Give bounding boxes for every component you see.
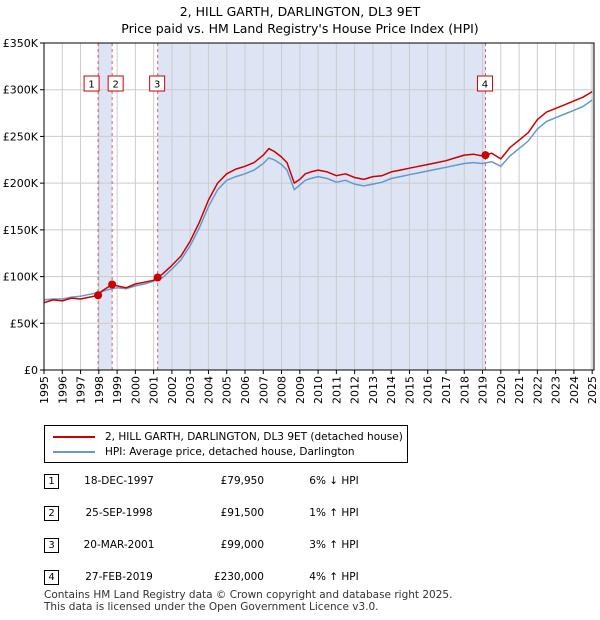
marker-label-1: 1 [88, 80, 94, 91]
y-tick-label: £350K [3, 37, 39, 50]
x-tick-label: 2012 [349, 376, 362, 404]
legend: 2, HILL GARTH, DARLINGTON, DL3 9ET (deta… [44, 425, 408, 463]
x-tick-label: 2019 [477, 376, 490, 404]
shaded-ownership-period [157, 43, 486, 370]
transaction-price: £91,500 [220, 507, 264, 519]
series-hpi-line [43, 99, 593, 301]
y-tick-label: £300K [3, 84, 39, 97]
price-chart: 1 2 3 4 £0 £50K £100K £150K £200K £250K £300K £350K… [3, 37, 599, 404]
marker-box-2 [107, 75, 124, 92]
sale-point-1 [94, 291, 103, 300]
x-tick-label: 2008 [276, 376, 289, 404]
transaction-number: 3 [44, 538, 59, 553]
x-tick-label: 2009 [294, 376, 307, 404]
x-tick-label: 2020 [495, 376, 508, 404]
table-row: 2 25-SEP-1998 £91,500 1% ↑ HPI [44, 506, 444, 522]
transaction-price: £99,000 [220, 539, 264, 551]
x-tick-label: 2000 [129, 376, 142, 404]
transaction-price: £230,000 [213, 571, 264, 583]
transaction-number: 4 [44, 570, 59, 585]
marker-label-4: 4 [482, 80, 488, 91]
sale-point-2 [108, 280, 117, 289]
x-tick-label: 2021 [513, 376, 526, 404]
transaction-hpi-diff: 3% ↑ HPI [309, 539, 359, 551]
y-tick-label: £50K [10, 317, 39, 330]
legend-label-hpi: HPI: Average price, detached house, Darl… [105, 446, 355, 458]
transaction-number: 1 [44, 474, 59, 489]
transaction-hpi-diff: 4% ↑ HPI [309, 571, 359, 583]
table-row: 3 20-MAR-2001 £99,000 3% ↑ HPI [44, 538, 444, 554]
transaction-date: 27-FEB-2019 [85, 571, 153, 583]
x-tick-label: 2024 [568, 376, 581, 404]
transaction-date: 20-MAR-2001 [83, 539, 155, 551]
plot-border [43, 42, 595, 371]
footer-copyright: Contains HM Land Registry data © Crown c… [44, 589, 453, 601]
x-tick-label: 2010 [312, 376, 325, 404]
legend-swatch-blue [53, 451, 95, 453]
chart-subtitle: Price paid vs. HM Land Registry's House … [121, 21, 479, 36]
sale-point-3 [153, 273, 162, 282]
x-tick-label: 2001 [148, 376, 161, 404]
series-property-line [43, 90, 593, 304]
x-tick-label: 2018 [458, 376, 471, 404]
x-tick-label: 2015 [403, 376, 416, 404]
y-tick-label: £100K [3, 271, 39, 284]
x-tick-label: 2013 [367, 376, 380, 404]
legend-label-property: 2, HILL GARTH, DARLINGTON, DL3 9ET (deta… [105, 431, 403, 443]
marker-box-3 [149, 75, 166, 92]
transaction-number: 2 [44, 506, 59, 521]
transaction-hpi-diff: 6% ↓ HPI [309, 475, 359, 487]
marker-box-4 [476, 75, 493, 92]
transaction-date: 18-DEC-1997 [84, 475, 154, 487]
x-tick-label: 1999 [111, 376, 124, 404]
x-tick-label: 2022 [531, 376, 544, 404]
x-tick-label: 1996 [56, 376, 69, 404]
x-tick-label: 2002 [166, 376, 179, 404]
table-row: 1 18-DEC-1997 £79,950 6% ↓ HPI [44, 474, 444, 490]
x-tick-label: 2007 [257, 376, 270, 404]
table-row: 4 27-FEB-2019 £230,000 4% ↑ HPI [44, 570, 444, 586]
transaction-price: £79,950 [220, 475, 264, 487]
transaction-date: 25-SEP-1998 [85, 507, 153, 519]
x-tick-label: 2014 [385, 376, 398, 404]
x-tick-label: 2003 [184, 376, 197, 404]
x-tick-label: 2005 [221, 376, 234, 404]
marker-box-1 [83, 75, 100, 92]
x-tick-label: 2004 [202, 376, 215, 404]
footer-licence: This data is licensed under the Open Gov… [44, 601, 379, 613]
transaction-hpi-diff: 1% ↑ HPI [309, 507, 359, 519]
x-tick-label: 1998 [93, 376, 106, 404]
marker-label-3: 3 [154, 80, 160, 91]
y-tick-label: £0 [24, 364, 38, 377]
x-tick-label: 2011 [330, 376, 343, 404]
legend-item-hpi: HPI: Average price, detached house, Darl… [53, 445, 355, 459]
x-tick-label: 2023 [550, 376, 563, 404]
x-tick-label: 1995 [38, 376, 51, 404]
y-tick-label: £250K [3, 130, 39, 143]
legend-item-property: 2, HILL GARTH, DARLINGTON, DL3 9ET (deta… [53, 430, 403, 444]
sale-point-4 [481, 151, 490, 160]
x-tick-label: 2006 [239, 376, 252, 404]
x-tick-label: 2025 [586, 376, 599, 404]
x-tick-label: 1997 [75, 376, 88, 404]
legend-swatch-red [53, 436, 95, 438]
marker-label-2: 2 [112, 80, 118, 91]
y-tick-label: £150K [3, 224, 39, 237]
x-tick-label: 2017 [440, 376, 453, 404]
shaded-ownership-period [98, 43, 113, 370]
x-tick-label: 2016 [422, 376, 435, 404]
y-tick-label: £200K [3, 177, 39, 190]
chart-title: 2, HILL GARTH, DARLINGTON, DL3 9ET [179, 4, 421, 19]
